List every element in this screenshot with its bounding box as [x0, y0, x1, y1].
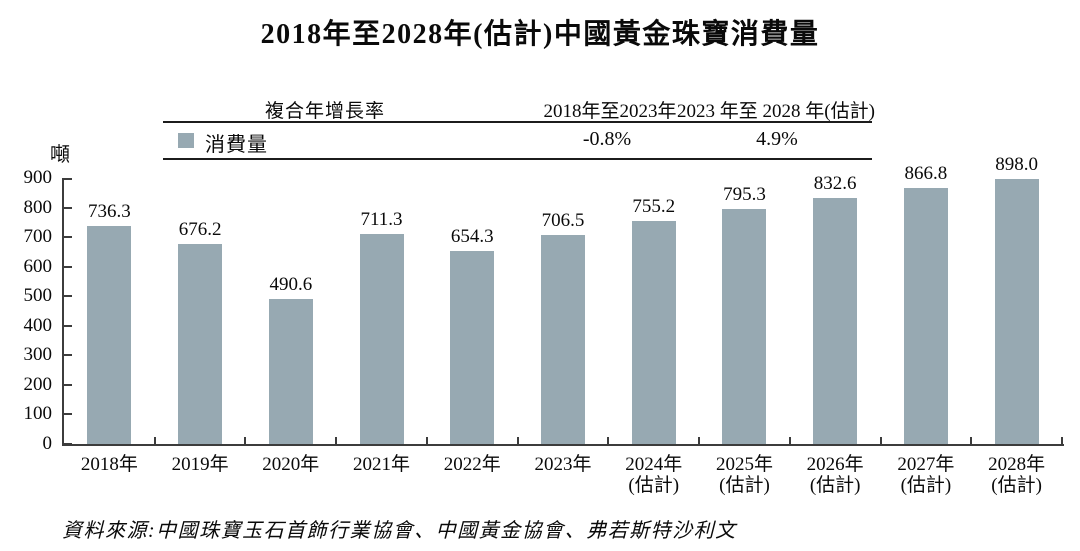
bar-value-label: 654.3 — [450, 225, 494, 247]
x-axis-category-label: 2022年 — [426, 454, 518, 475]
y-axis-tick — [64, 354, 72, 357]
cagr-table: 複合年增長率 2018年至2023年 2023 年至 2028 年(估計) 消費… — [163, 92, 875, 160]
bar — [87, 226, 132, 444]
x-axis-category-label: 2019年 — [154, 454, 246, 475]
chart-title: 2018年至2028年(估計)中國黃金珠寶消費量 — [260, 19, 820, 50]
source-note: 資料來源:中國珠寶玉石首飾行業協會、中國黃金協會、弗若斯特沙利文 — [62, 520, 737, 542]
bar-value-label: 736.3 — [87, 201, 131, 223]
bar — [631, 220, 676, 444]
bar — [359, 233, 404, 444]
x-axis-estimate-label: (估計) — [719, 475, 770, 496]
y-axis-tick — [64, 265, 72, 268]
legend-swatch — [178, 133, 194, 148]
y-axis-tick-label: 900 — [23, 167, 53, 188]
x-axis-tick — [516, 437, 519, 444]
y-axis-tick — [64, 413, 72, 416]
bar-value-label: 866.8 — [904, 162, 948, 184]
x-axis-tick — [244, 437, 247, 444]
x-axis-year-label: 2022年 — [443, 454, 501, 475]
x-axis-category-label: 2021年 — [336, 454, 428, 475]
bar-value-label: 711.3 — [360, 208, 403, 230]
x-axis-estimate-label: (估計) — [809, 475, 861, 496]
y-axis-tick — [64, 206, 72, 209]
bar — [541, 235, 585, 444]
x-axis-year-label: 2027年 — [897, 454, 955, 475]
x-axis-year-label: 2020年 — [262, 454, 320, 475]
x-axis-category-label: 2026年 (估計) — [789, 454, 881, 496]
x-axis-tick — [335, 437, 338, 444]
x-axis-category-label: 2018年 — [63, 454, 155, 475]
bar — [450, 250, 495, 444]
y-axis-tick — [64, 236, 72, 239]
bar — [268, 299, 313, 444]
x-axis-category-label: 2020年 — [245, 454, 337, 475]
x-axis-tick — [788, 437, 791, 444]
x-axis-year-label: 2023年 — [534, 454, 592, 475]
x-axis-estimate-label: (估計) — [991, 475, 1042, 496]
y-axis-tick-label: 100 — [23, 403, 53, 425]
x-axis-tick — [698, 437, 701, 444]
x-axis-year-label: 2021年 — [353, 454, 411, 475]
y-axis-tick-label: 600 — [23, 255, 53, 277]
bar-value-label: 706.5 — [541, 210, 585, 232]
x-axis-tick — [607, 437, 610, 444]
y-axis-unit-label: 噸 — [50, 144, 70, 166]
x-axis-year-label: 2019年 — [171, 454, 229, 475]
bar-value-label: 795.3 — [723, 183, 766, 205]
cagr-period2-value: 4.9% — [756, 128, 798, 150]
bar — [994, 178, 1039, 444]
bar — [722, 208, 767, 444]
cagr-table-header-row: 複合年增長率 2018年至2023年 2023 年至 2028 年(估計) — [163, 92, 875, 123]
y-axis-tick-label: 700 — [23, 226, 53, 248]
bar — [813, 197, 858, 444]
cagr-period1-value: -0.8% — [582, 128, 632, 150]
bar-value-label: 755.2 — [632, 195, 676, 217]
y-axis-tick — [64, 324, 72, 327]
x-axis-line — [62, 444, 1064, 446]
y-axis-tick-label: 400 — [23, 314, 53, 336]
y-axis-tick-label: 200 — [23, 373, 53, 395]
x-axis-tick — [425, 437, 428, 444]
bar-value-label: 676.2 — [178, 219, 222, 241]
y-axis-tick-label: 800 — [23, 196, 53, 218]
y-axis-tick-label: 0 — [42, 433, 53, 454]
x-axis-category-label: 2025年 (估計) — [698, 454, 790, 496]
x-axis-year-label: 2026年 — [806, 454, 864, 475]
y-axis-tick — [64, 295, 72, 298]
x-axis-category-label: 2027年 (估計) — [880, 454, 972, 496]
x-axis-category-label: 2028年 (估計) — [971, 454, 1063, 496]
y-axis-tick — [64, 443, 72, 445]
x-axis-year-label: 2028年 — [988, 454, 1046, 475]
x-axis-tick — [879, 437, 882, 444]
y-axis-tick — [64, 383, 72, 386]
cagr-metric-header: 複合年增長率 — [265, 101, 386, 122]
y-axis-tick-label: 500 — [23, 285, 53, 307]
x-axis-tick — [970, 437, 973, 444]
bar-value-label: 490.6 — [269, 274, 313, 295]
x-axis-estimate-label: (估計) — [900, 475, 952, 496]
legend-series-label: 消費量 — [205, 134, 268, 156]
bar-value-label: 832.6 — [813, 172, 857, 194]
x-axis-category-label: 2024年 (估計) — [608, 454, 700, 496]
x-axis-year-label: 2018年 — [80, 454, 138, 475]
x-axis-estimate-label: (估計) — [628, 475, 680, 496]
cagr-period2-header: 2023 年至 2028 年(估計) — [677, 101, 875, 122]
x-axis-tick — [1061, 437, 1063, 444]
x-axis-tick — [153, 437, 156, 444]
y-axis-tick-label: 300 — [23, 344, 53, 366]
cagr-period1-header: 2018年至2023年 — [543, 101, 677, 122]
x-axis-category-label: 2023年 — [517, 454, 609, 475]
bar-value-label: 898.0 — [995, 153, 1038, 175]
cagr-table-data-row: 消費量 -0.8% 4.9% — [163, 123, 872, 160]
y-axis-tick — [64, 178, 72, 180]
y-axis-line — [62, 178, 64, 446]
bar — [178, 244, 223, 444]
x-axis-year-label: 2025年 — [715, 454, 773, 475]
bar — [903, 187, 948, 444]
x-axis-year-label: 2024年 — [625, 454, 683, 475]
